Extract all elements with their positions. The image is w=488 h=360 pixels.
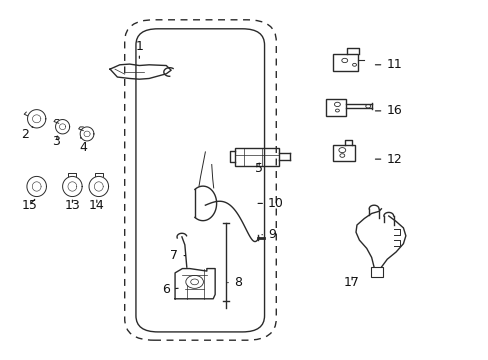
Text: 4: 4 bbox=[79, 138, 87, 154]
Bar bbox=[332, 145, 354, 161]
Text: 1: 1 bbox=[135, 40, 143, 58]
Text: 9: 9 bbox=[262, 228, 275, 241]
Bar bbox=[333, 54, 357, 71]
Text: 14: 14 bbox=[89, 199, 104, 212]
Text: 8: 8 bbox=[227, 276, 241, 289]
Bar bbox=[370, 267, 382, 277]
Text: 3: 3 bbox=[52, 135, 60, 148]
Text: 16: 16 bbox=[375, 104, 401, 117]
Text: 11: 11 bbox=[375, 58, 401, 71]
Text: 13: 13 bbox=[64, 199, 80, 212]
Bar bbox=[325, 99, 345, 116]
Text: 12: 12 bbox=[375, 153, 401, 166]
Bar bbox=[234, 148, 278, 166]
Text: 15: 15 bbox=[21, 199, 37, 212]
Text: 10: 10 bbox=[258, 197, 283, 210]
Text: 17: 17 bbox=[344, 276, 359, 289]
Text: 5: 5 bbox=[255, 162, 263, 175]
Text: 2: 2 bbox=[21, 127, 33, 141]
Text: 7: 7 bbox=[170, 249, 185, 262]
Text: 6: 6 bbox=[162, 283, 178, 296]
